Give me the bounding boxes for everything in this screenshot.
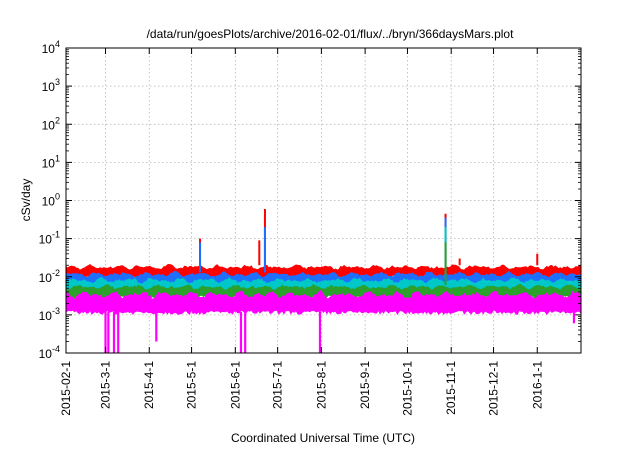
y-tick-label: 10-4: [39, 344, 60, 361]
y-tick-base: 10: [42, 42, 56, 56]
y-tick-exponent: 3: [55, 77, 60, 87]
y-tick-base: 10: [42, 195, 56, 209]
series-1: [65, 217, 582, 289]
y-tick-label: 104: [42, 39, 60, 56]
x-tick-label: 2015-12-1: [487, 361, 501, 416]
y-tick-label: 10-1: [39, 230, 60, 247]
y-tick-exponent: 0: [55, 192, 60, 202]
x-tick-label: 2015-4-1: [142, 361, 156, 409]
x-tick-labels: 2015-02-1 2015-3-1 2015-4-1 2015-5-1 2015-6-…: [59, 361, 544, 416]
axes: [65, 47, 582, 354]
y-tick-exponent: -3: [52, 306, 60, 316]
y-tick-label: 102: [42, 115, 60, 132]
x-tick-label: 2015-02-1: [59, 361, 73, 416]
x-tick-label: 2015-5-1: [185, 361, 199, 409]
y-tick-base: 10: [42, 118, 56, 132]
x-axis-label: Coordinated Universal Time (UTC): [231, 431, 415, 445]
x-tick-label: 2015-10-1: [400, 361, 414, 416]
y-tick-exponent: 4: [55, 39, 60, 49]
x-tick-label: 2015-6-1: [228, 361, 242, 409]
series-2: [65, 227, 582, 296]
y-tick-base: 10: [39, 233, 53, 247]
x-tick-label: 2015-9-1: [358, 361, 372, 409]
chart-title: /data/run/goesPlots/archive/2016-02-01/f…: [147, 27, 515, 41]
y-tick-exponent: 1: [55, 153, 60, 163]
y-tick-base: 10: [39, 347, 53, 361]
y-tick-base: 10: [42, 80, 56, 94]
plot-frame: [65, 47, 582, 354]
y-tick-label: 103: [42, 77, 60, 94]
y-tick-label: 10-3: [39, 306, 60, 323]
series-0: [65, 208, 582, 280]
x-tick-label: 2015-7-1: [271, 361, 285, 409]
y-axis-label: cSv/day: [19, 179, 33, 222]
plot-area: [65, 208, 582, 353]
y-tick-base: 10: [42, 156, 56, 170]
y-tick-base: 10: [39, 271, 53, 285]
y-tick-exponent: -1: [52, 230, 60, 240]
y-tick-label: 100: [42, 192, 60, 209]
y-tick-label: 101: [42, 153, 60, 170]
x-tick-label: 2015-8-1: [314, 361, 328, 409]
y-tick-base: 10: [39, 309, 53, 323]
y-tick-exponent: -2: [52, 268, 60, 278]
y-tick-exponent: 2: [55, 115, 60, 125]
y-tick-label: 10-2: [39, 268, 60, 285]
x-tick-label: 2016-1-1: [530, 361, 544, 409]
x-tick-label: 2015-3-1: [99, 361, 113, 409]
x-tick-label: 2015-11-1: [444, 361, 458, 415]
series-4: [65, 290, 582, 353]
y-tick-exponent: -4: [52, 344, 60, 354]
